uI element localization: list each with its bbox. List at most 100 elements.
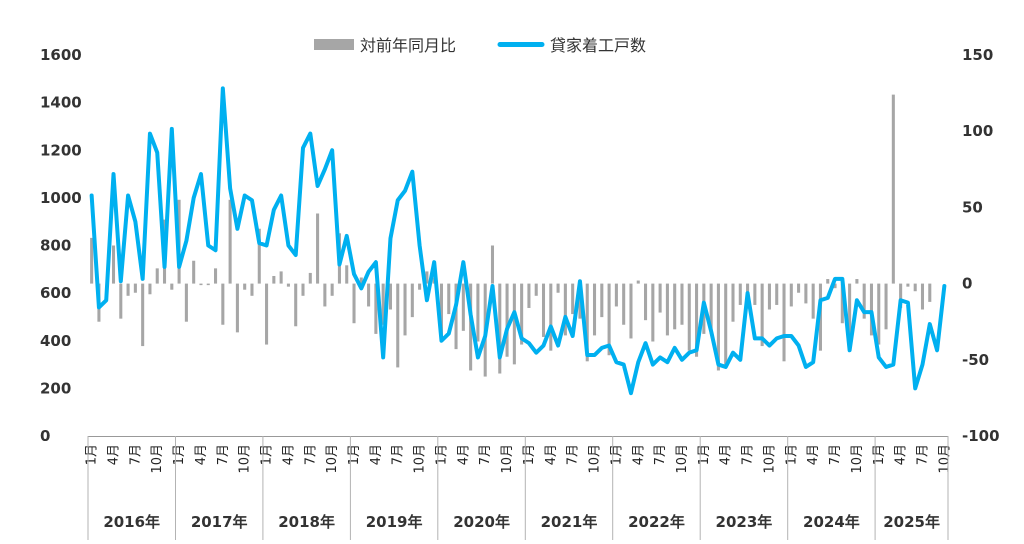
bar: [476, 283, 480, 342]
bar: [804, 283, 808, 304]
bar: [629, 283, 633, 339]
y-left-tick-label: 600: [40, 284, 71, 302]
x-tick-label: 10月: [500, 444, 515, 474]
bar: [388, 283, 392, 310]
bar: [862, 283, 866, 319]
bar: [184, 283, 188, 322]
bar: [214, 268, 218, 284]
x-tick-label: 10月: [150, 444, 165, 474]
bar: [126, 283, 130, 296]
x-tick-label: 10月: [675, 444, 690, 474]
bar: [549, 283, 553, 351]
bar: [206, 283, 210, 286]
x-tick-label: 10月: [238, 444, 253, 474]
bar: [826, 279, 830, 284]
y-left-tick-label: 800: [40, 237, 71, 255]
bar: [673, 283, 677, 330]
bar: [90, 237, 94, 284]
bar: [906, 283, 910, 287]
bar: [651, 283, 655, 342]
x-tick-label: 1月: [784, 444, 799, 465]
y-left-axis: 0 200 400 600 800 1000 1200 1400 1600: [40, 46, 82, 445]
x-tick-label: 1月: [609, 444, 624, 465]
x-tick-label: 10月: [325, 444, 340, 474]
bar: [439, 283, 443, 337]
bar: [658, 283, 662, 313]
x-tick-label: 10月: [413, 444, 428, 474]
bar: [490, 245, 495, 284]
x-tick-label: 7月: [653, 444, 668, 465]
series-line: [89, 86, 947, 396]
y-left-tick-label: 1600: [40, 46, 82, 64]
bar: [279, 271, 283, 284]
x-tick-label: 7月: [741, 444, 756, 465]
x-year-label: 2020年: [453, 513, 510, 531]
bar: [257, 228, 261, 284]
x-tick-label: 1月: [872, 444, 887, 465]
x-tick-label: 4月: [631, 444, 646, 465]
y-left-tick-label: 1000: [40, 189, 82, 207]
x-tick-label: 1月: [260, 444, 275, 465]
bars-layer: [90, 94, 932, 377]
bar: [585, 283, 589, 362]
x-axis: 1月 4月 7月 10月 2016年 1月 4月 7月 10月 2017年 1月 4月 7月 10月 201…: [85, 436, 952, 540]
x-tick-label: 10月: [850, 444, 865, 474]
bar: [855, 279, 859, 284]
bar: [301, 283, 305, 296]
y-right-tick-label: 0: [962, 275, 972, 293]
x-tick-label: 7月: [828, 444, 843, 465]
bar: [899, 283, 903, 308]
x-year-label: 2019年: [366, 513, 423, 531]
bar: [294, 283, 298, 327]
bar: [928, 283, 932, 302]
bar: [235, 283, 239, 333]
bar: [607, 283, 611, 356]
y-right-tick-label: 50: [962, 198, 983, 216]
bar: [760, 283, 764, 347]
bar: [869, 283, 873, 336]
bar: [695, 283, 699, 357]
bar: [111, 245, 116, 284]
y-right-tick-label: 100: [962, 122, 993, 140]
bar: [797, 283, 801, 293]
bar: [592, 283, 597, 336]
bar: [323, 283, 327, 307]
bar: [272, 275, 276, 284]
x-tick-label: 1月: [85, 444, 100, 465]
bar: [425, 271, 429, 284]
x-tick-label: 4月: [281, 444, 296, 465]
bar: [374, 283, 378, 334]
legend-bar-label: 対前年同月比: [360, 36, 456, 55]
x-tick-label: 7月: [916, 444, 931, 465]
bar: [724, 283, 728, 368]
bar: [352, 283, 356, 324]
bar: [461, 283, 465, 331]
y-right-tick-label: -100: [962, 427, 1000, 445]
bar: [410, 283, 414, 318]
bar: [614, 283, 618, 307]
x-tick-label: 7月: [566, 444, 581, 465]
bar: [920, 283, 925, 310]
bar: [199, 283, 203, 286]
bar: [367, 283, 371, 307]
bar: [316, 213, 320, 284]
bar: [527, 283, 531, 308]
bar: [571, 283, 575, 315]
x-tick-label: 4月: [894, 444, 909, 465]
bar: [141, 283, 145, 347]
bar: [534, 283, 538, 296]
x-tick-label: 1月: [347, 444, 362, 465]
bar: [541, 283, 546, 337]
x-tick-label: 1月: [435, 444, 450, 465]
bar: [738, 283, 742, 305]
bar: [600, 283, 604, 318]
x-year-label: 2018年: [278, 513, 335, 531]
bar: [221, 283, 225, 325]
bar: [687, 283, 691, 351]
x-tick-label: 10月: [937, 444, 952, 474]
bar: [418, 283, 422, 290]
x-year-label: 2024年: [803, 513, 860, 531]
x-tick-label: 4月: [456, 444, 471, 465]
bar: [833, 283, 837, 289]
